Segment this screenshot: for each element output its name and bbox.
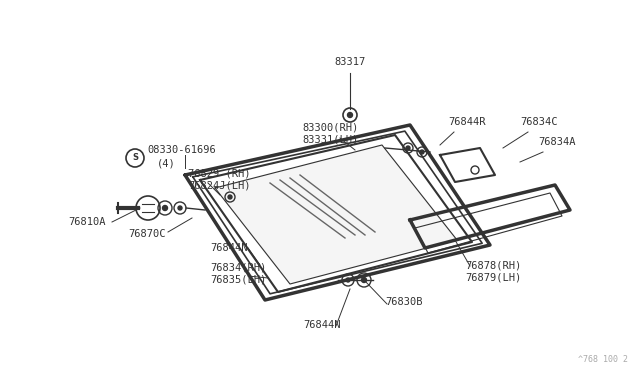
Text: 76830B: 76830B: [385, 297, 422, 307]
Circle shape: [406, 146, 410, 150]
Circle shape: [178, 206, 182, 210]
Text: 76844R: 76844R: [448, 117, 486, 127]
Text: 76810A: 76810A: [68, 217, 106, 227]
Text: 83317: 83317: [334, 57, 365, 67]
Text: 76824J(LH): 76824J(LH): [188, 180, 250, 190]
Text: 76834A: 76834A: [538, 137, 575, 147]
Text: 76870C: 76870C: [128, 229, 166, 239]
Text: 76879(LH): 76879(LH): [465, 272, 521, 282]
Circle shape: [348, 112, 353, 118]
Circle shape: [362, 278, 367, 282]
Text: 76835(LH): 76835(LH): [210, 275, 266, 285]
Text: S: S: [132, 154, 138, 163]
Text: 76844N: 76844N: [210, 243, 248, 253]
Text: 08330-61696: 08330-61696: [147, 145, 216, 155]
Text: 76829 (RH): 76829 (RH): [188, 168, 250, 178]
Text: 76878(RH): 76878(RH): [465, 260, 521, 270]
Circle shape: [420, 150, 424, 154]
Text: 83331(LH): 83331(LH): [302, 135, 358, 145]
Circle shape: [163, 205, 168, 211]
Text: 83300(RH): 83300(RH): [302, 123, 358, 133]
Text: 76834C: 76834C: [520, 117, 557, 127]
Text: (4): (4): [157, 158, 176, 168]
Text: 76834(RH): 76834(RH): [210, 263, 266, 273]
Circle shape: [228, 195, 232, 199]
Circle shape: [346, 278, 350, 282]
Text: ^768 100 2: ^768 100 2: [578, 356, 628, 365]
Polygon shape: [215, 145, 457, 284]
Text: 76844N: 76844N: [303, 320, 340, 330]
